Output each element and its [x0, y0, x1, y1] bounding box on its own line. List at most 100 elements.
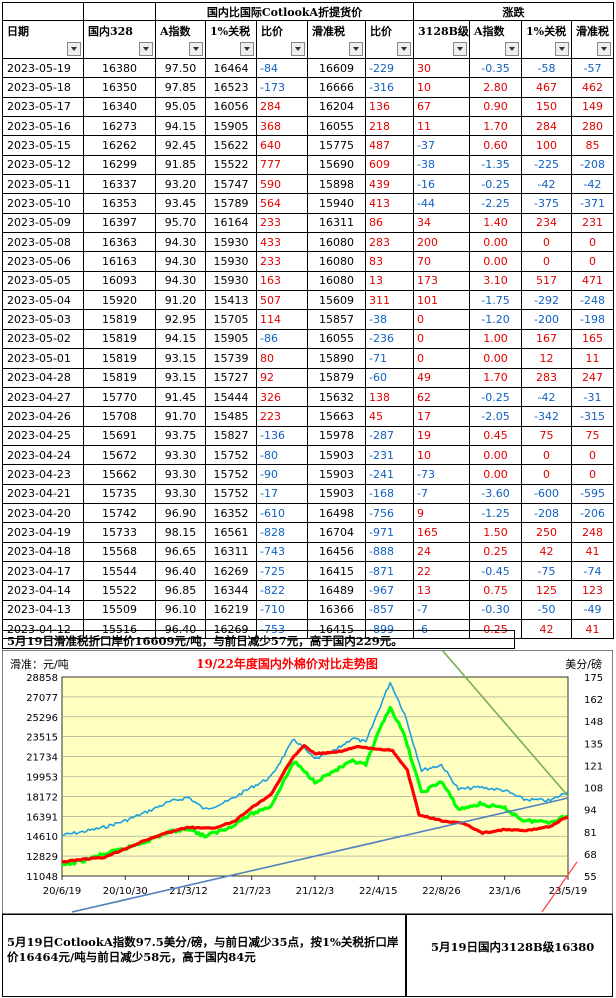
table-cell: -173	[256, 77, 308, 98]
table-cell: 250	[521, 522, 573, 543]
table-cell: 439	[364, 174, 415, 195]
table-cell: -3.60	[469, 483, 523, 504]
table-cell: -292	[521, 290, 573, 311]
table-cell: -136	[256, 425, 308, 446]
filter-dropdown-icon[interactable]	[240, 42, 254, 56]
table-cell: 15940	[307, 193, 366, 214]
table-cell: -0.45	[469, 560, 523, 582]
table-cell: 13	[413, 580, 471, 601]
table-cell: -595	[571, 483, 615, 504]
table-cell: -871	[364, 560, 415, 582]
filter-dropdown-icon[interactable]	[505, 42, 520, 56]
table-cell: 16352	[205, 502, 257, 524]
table-cell: 16609	[307, 57, 366, 79]
table-row: 2023-04-21 15735 93.30 15752 -17 15903 -168 -7-…	[2, 483, 615, 504]
table-cell: -1.35	[469, 154, 523, 176]
table-cell: 2023-04-28	[2, 367, 84, 388]
table-cell: 16366	[307, 599, 366, 620]
table-cell: -828	[256, 522, 308, 543]
table-cell: -899	[364, 618, 415, 640]
table-row: 2023-04-12 15516 96.40 16269 -753 16415 -899 -6…	[2, 618, 615, 640]
table-cell: 15978	[307, 425, 366, 446]
table-row: 2023-04-19 15733 98.15 16561 -828 16704 -971 16…	[2, 522, 615, 543]
y-left-tick-label: 12829	[26, 852, 58, 863]
table-cell: 16204	[307, 96, 366, 118]
table-cell: 15775	[307, 135, 366, 156]
table-cell: -86	[256, 328, 308, 350]
y-right-tick-label: 121	[584, 761, 603, 772]
column-header-0: 日期	[2, 20, 84, 59]
y-right-tick-label: 135	[584, 739, 603, 750]
table-cell: 98.15	[155, 522, 206, 543]
table-cell: 0	[521, 444, 573, 466]
table-cell: -888	[364, 541, 415, 562]
table-cell: -375	[521, 193, 573, 214]
y-axis-right-label: 美分/磅	[565, 657, 602, 671]
table-cell: 0	[571, 444, 615, 466]
table-cell: 15752	[205, 444, 257, 466]
filter-dropdown-icon[interactable]	[453, 42, 468, 56]
trend-line-red	[541, 861, 578, 913]
filter-dropdown-icon[interactable]	[67, 42, 81, 56]
table-cell: 15819	[83, 328, 156, 350]
table-cell: 70	[413, 251, 471, 272]
filter-dropdown-icon[interactable]	[189, 42, 203, 56]
table-cell: 93.30	[155, 483, 206, 504]
table-cell: -2.05	[469, 406, 523, 427]
table-cell: -16	[413, 174, 471, 195]
y-right-tick-label: 162	[584, 695, 603, 706]
note-slip-tariff: 5月19日滑准税折口岸价16609元/吨，与前日减少57元，高于国内229元。	[2, 630, 515, 649]
y-right-tick-label: 94	[584, 806, 597, 817]
table-cell: 3.10	[469, 270, 523, 292]
y-left-tick-label: 28858	[26, 673, 58, 684]
table-cell: 16311	[307, 212, 366, 234]
table-cell: -37	[413, 135, 471, 156]
table-cell: -0.25	[469, 386, 523, 408]
table-cell: 15739	[205, 348, 257, 369]
table-cell: 15544	[83, 560, 156, 582]
filter-dropdown-icon[interactable]	[349, 42, 363, 56]
table-row: 2023-05-08 16363 94.30 15930 433 16080 283 200 0…	[2, 232, 615, 253]
table-cell: 16093	[83, 270, 156, 292]
filter-dropdown-icon[interactable]	[397, 42, 412, 56]
y-right-tick-label: 108	[584, 784, 603, 795]
table-cell: 15522	[205, 154, 257, 176]
table-cell: 15930	[205, 251, 257, 272]
column-header-3: 1%关税	[205, 20, 257, 59]
column-header-label: 比价	[261, 25, 283, 38]
table-cell: -58	[521, 57, 573, 79]
table-cell: 93.45	[155, 193, 206, 214]
table-cell: 0	[413, 328, 471, 350]
table-cell: 96.40	[155, 560, 206, 582]
table-cell: 15903	[307, 464, 366, 485]
table-cell: 2023-05-11	[2, 174, 84, 195]
series-lines	[61, 681, 570, 867]
filter-dropdown-icon[interactable]	[555, 42, 570, 56]
table-cell: 2023-05-09	[2, 212, 84, 234]
y-axis-left-label: 滑准：元/吨	[10, 658, 69, 671]
x-tick-label: 23/1/6	[489, 886, 521, 897]
table-cell: 15735	[83, 483, 156, 504]
table-cell: -49	[571, 599, 615, 620]
filter-dropdown-icon[interactable]	[139, 42, 153, 56]
column-header-2: A指数	[155, 20, 206, 59]
table-cell: -0.30	[469, 599, 523, 620]
table-cell: 16340	[83, 96, 156, 118]
table-cell: 93.75	[155, 425, 206, 446]
table-row: 2023-05-01 15819 93.15 15739 80 15890 -71 0 0.00…	[2, 348, 615, 369]
table-cell: -600	[521, 483, 573, 504]
table-cell: 15903	[307, 483, 366, 504]
y-left-tick-label: 23515	[26, 733, 58, 744]
group-header-domestic: 国内比国际CotlookA折提货价	[154, 2, 415, 21]
table-cell: 2023-04-18	[2, 541, 84, 562]
table-cell: 15609	[307, 290, 366, 311]
table-cell: -73	[413, 464, 471, 485]
filter-dropdown-icon[interactable]	[291, 42, 305, 56]
x-tick-label: 20/10/30	[103, 886, 148, 897]
table-cell: 94.30	[155, 270, 206, 292]
filter-dropdown-icon[interactable]	[597, 42, 612, 56]
table-cell: 2023-04-24	[2, 444, 84, 466]
table-row: 2023-04-25 15691 93.75 15827 -136 15978 -287 19…	[2, 425, 615, 446]
table-cell: 93.15	[155, 367, 206, 388]
table-row: 2023-05-12 16299 91.85 15522 777 15690 609 -38-…	[2, 154, 615, 176]
